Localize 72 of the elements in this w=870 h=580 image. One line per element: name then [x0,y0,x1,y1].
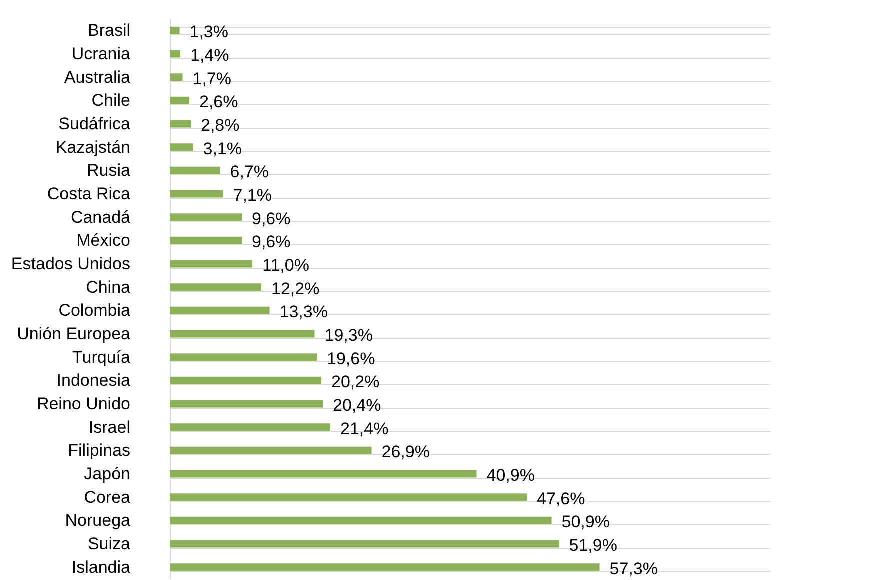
bar [170,564,600,572]
bar [170,446,372,454]
data-label: 57,3% [610,559,658,578]
bar [170,424,330,432]
data-label: 40,9% [486,466,535,485]
data-label: 7,1% [233,186,272,205]
data-label: 11,0% [262,256,310,275]
y-tick-label: Kazajstán [56,138,130,157]
data-label: 50,9% [562,512,610,532]
y-tick-label: Unión Europea [17,324,132,344]
bar [170,494,527,502]
bar [170,26,180,34]
y-tick-label: China [86,278,132,297]
bar [170,376,322,384]
data-label: 9,6% [252,232,291,252]
data-label: 19,3% [324,326,373,345]
bar [170,214,242,222]
data-label: 6,7% [230,162,269,182]
bar [170,400,323,408]
data-label: 19,6% [327,349,376,368]
data-label: 9,6% [252,209,291,228]
y-tick-label: Brasil [88,21,130,40]
y-tick-label: Islandia [72,558,132,577]
y-tick-label: Rusia [87,161,132,180]
bar [170,354,317,362]
data-label: 1,3% [190,22,228,42]
bar [170,306,270,314]
bar [170,540,560,548]
data-label: 20,2% [332,372,380,392]
data-label: 2,8% [201,116,240,135]
bar [170,516,552,524]
data-label: 47,6% [537,489,586,508]
bar [170,330,315,338]
y-tick-label: Canadá [70,208,132,227]
bar [170,74,183,82]
bar [170,120,191,128]
y-tick-label: Israel [88,418,130,437]
y-tick-label: México [76,231,130,250]
bar [170,284,262,292]
bar [170,470,477,478]
bar [170,190,224,198]
y-tick-label: Filipinas [68,441,130,460]
data-label: 51,9% [569,536,618,555]
bar [170,236,242,244]
y-tick-label: Suiza [88,534,132,554]
bar [170,96,190,104]
data-label: 21,4% [340,419,389,438]
data-label: 1,4% [190,46,230,65]
y-tick-label: Costa Rica [47,184,132,204]
data-label: 13,3% [280,302,328,322]
bar [170,50,180,58]
y-tick-label: Chile [92,91,130,110]
data-label: 20,4% [333,396,382,415]
bar [170,260,252,268]
y-tick-label: Ucrania [72,44,132,64]
y-tick-label: Australia [64,68,132,87]
y-tick-label: Sudáfrica [58,114,132,134]
y-tick-label: Noruega [65,511,132,530]
y-tick-label: Corea [84,488,132,507]
data-label: 26,9% [382,442,430,462]
data-label: 3,1% [203,139,242,158]
y-tick-label: Indonesia [56,371,132,390]
y-tick-label: Estados Unidos [11,254,130,274]
data-label: 2,6% [200,92,238,112]
bar [170,144,194,152]
data-label: 12,2% [272,279,320,298]
y-tick-label: Colombia [58,301,132,320]
y-tick-label: Japón [84,464,130,484]
bar [170,166,220,174]
data-label: 1,7% [192,69,232,88]
y-tick-label: Reino Unido [36,394,130,414]
y-tick-label: Turquía [72,348,132,367]
